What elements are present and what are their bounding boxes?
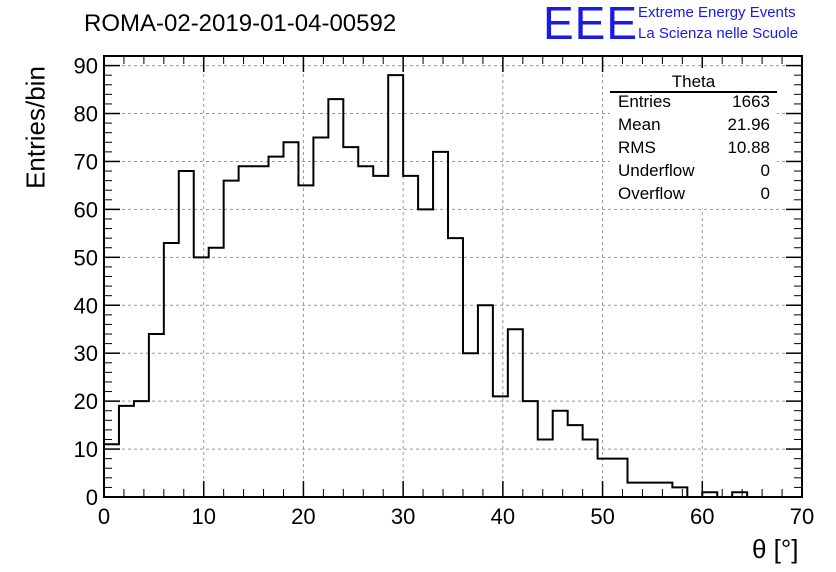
histogram-bin [358,166,373,497]
stats-key: RMS [618,138,656,157]
stats-row-overflow: Overflow 0 [618,184,770,206]
x-axis-label: θ [°] [752,534,799,564]
histogram-bin [672,487,687,497]
histogram-bin [269,157,284,497]
histogram-bin [388,75,403,497]
histogram-bin [194,257,209,497]
stats-key: Underflow [618,161,695,180]
histogram-bin [328,99,343,497]
histogram-bin [179,171,194,497]
histogram-bin [164,243,179,497]
histogram-bin [568,425,583,497]
x-tick-label: 0 [98,504,110,529]
y-axis-label: Entries/bin [20,66,51,189]
histogram-bin [628,483,643,497]
stats-key: Entries [618,92,671,111]
histogram-bin [239,166,254,497]
logo-text-line2: La Scienza nelle Scuole [638,25,799,42]
histogram-bin [463,353,478,497]
histogram-bin [613,459,628,497]
stats-box: Theta Entries 1663 Mean 21.96 RMS 10.88 … [610,68,777,208]
histogram-bin [283,142,298,497]
eee-logo-mark: EEE [543,0,639,49]
histogram-bin [598,459,613,497]
histogram-bin [642,483,657,497]
y-tick-label: 30 [74,341,98,366]
stats-key: Overflow [618,184,686,203]
histogram-bin [538,439,553,497]
y-tick-label: 20 [74,389,98,414]
chart-title: ROMA-02-2019-01-04-00592 [84,10,397,37]
histogram-bin [657,483,672,497]
y-tick-label: 10 [74,437,98,462]
histogram-bin [104,444,119,497]
stats-title: Theta [671,72,716,91]
histogram-bin [508,329,523,497]
y-tick-label: 70 [74,149,98,174]
y-tick-label: 0 [86,485,98,510]
histogram-bin [254,166,269,497]
x-tick-label: 30 [391,504,415,529]
logo-text-line1: Extreme Energy Events [638,4,796,21]
histogram-bin [448,238,463,497]
stats-row-entries: Entries 1663 [618,92,770,114]
stats-row-mean: Mean 21.96 [618,115,770,137]
x-tick-label: 20 [291,504,315,529]
x-tick-label: 40 [491,504,515,529]
y-tick-label: 90 [74,54,98,79]
histogram-bin [433,152,448,497]
histogram-bin [493,396,508,497]
histogram-bin [149,334,164,497]
stats-divider [610,91,777,93]
stats-value: 1663 [732,92,770,111]
x-tick-label: 70 [790,504,814,529]
histogram-bin [313,137,328,497]
stats-value: 0 [760,161,770,180]
histogram-bin [298,185,313,497]
stats-value: 0 [760,184,770,203]
y-tick-label: 80 [74,102,98,127]
histogram-series-line [104,74,802,498]
stats-value: 21.96 [727,115,770,134]
histogram-bin [583,439,598,497]
histogram-bin [209,248,224,497]
histogram-bin [343,147,358,497]
y-tick-label: 40 [74,293,98,318]
histogram-bin [119,406,134,497]
x-tick-label: 10 [191,504,215,529]
stats-key: Mean [618,115,661,134]
x-tick-label: 60 [690,504,714,529]
y-tick-label: 50 [74,245,98,270]
stats-row-underflow: Underflow 0 [618,161,770,183]
y-tick-label: 60 [74,197,98,222]
histogram-bin [553,411,568,497]
stats-value: 10.88 [727,138,770,157]
stats-row-rms: RMS 10.88 [618,138,770,160]
x-tick-label: 50 [590,504,614,529]
